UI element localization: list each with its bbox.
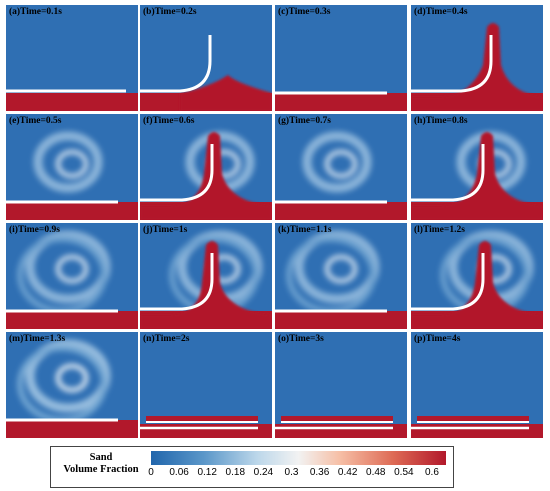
panel-time-label: (k)Time=1.1s: [278, 225, 332, 235]
simulation-panel: (d)Time=0.4s: [411, 5, 543, 111]
legend-title-line1: Sand: [89, 452, 113, 463]
panel-time-label: (c)Time=0.3s: [278, 7, 331, 17]
panel-time-label: (i)Time=0.9s: [9, 225, 60, 235]
legend-title: Sand Volume Fraction: [55, 452, 147, 476]
panel-time-label: (o)Time=3s: [278, 334, 324, 344]
simulation-panel: (b)Time=0.2s: [140, 5, 272, 111]
colorbar-legend: Sand Volume Fraction 0 0.06 0.12 0.18 0.24 0.…: [50, 446, 454, 488]
colorbar-tick: 0.18: [225, 467, 246, 478]
panel-time-label: (a)Time=0.1s: [9, 7, 62, 17]
sand-volume-field: [6, 5, 138, 111]
panel-time-label: (g)Time=0.7s: [278, 116, 331, 126]
simulation-panel: (c)Time=0.3s: [275, 5, 407, 111]
colorbar-tick: 0.42: [337, 467, 358, 478]
panel-time-label: (f)Time=0.6s: [143, 116, 195, 126]
colorbar-tick-labels: 0 0.06 0.12 0.18 0.24 0.3 0.36 0.42 0.48 0.54 0.6: [148, 467, 446, 483]
simulation-panel: (k)Time=1.1s: [275, 223, 407, 329]
sand-volume-field: [411, 5, 543, 111]
colorbar-tick: 0.48: [366, 467, 386, 478]
sand-volume-field: [6, 332, 138, 438]
panel-time-label: (m)Time=1.3s: [9, 334, 66, 344]
simulation-panel: (o)Time=3s: [275, 332, 407, 438]
simulation-panel: (g)Time=0.7s: [275, 114, 407, 220]
simulation-panels-grid: (a)Time=0.1s (b)Time=0.2s (c)Time=0.3s (d)T…: [6, 5, 543, 438]
sand-volume-field: [411, 114, 543, 220]
panel-time-label: (b)Time=0.2s: [143, 7, 197, 17]
colorbar-gradient: [151, 451, 446, 465]
simulation-panel: (f)Time=0.6s: [140, 114, 272, 220]
simulation-panel: (e)Time=0.5s: [6, 114, 138, 220]
colorbar-tick: 0.12: [197, 467, 217, 478]
panel-time-label: (n)Time=2s: [143, 334, 190, 344]
colorbar-tick: 0.54: [394, 467, 414, 478]
sand-volume-field: [140, 332, 272, 438]
sand-volume-field: [411, 223, 543, 329]
sand-volume-field: [275, 223, 407, 329]
sand-volume-field: [275, 114, 407, 220]
simulation-panel: (h)Time=0.8s: [411, 114, 543, 220]
sand-volume-field: [140, 114, 272, 220]
colorbar-tick: 0.6: [424, 467, 439, 478]
colorbar-tick: 0.06: [169, 467, 189, 478]
colorbar-tick: 0.36: [309, 467, 330, 478]
simulation-panel: (l)Time=1.2s: [411, 223, 543, 329]
panel-time-label: (e)Time=0.5s: [9, 116, 62, 126]
sand-volume-field: [411, 332, 543, 438]
simulation-panel: (m)Time=1.3s: [6, 332, 138, 438]
simulation-panel: (p)Time=4s: [411, 332, 543, 438]
sand-volume-field: [140, 223, 272, 329]
simulation-panel: (j)Time=1s: [140, 223, 272, 329]
sand-volume-field: [275, 332, 407, 438]
sand-volume-field: [275, 5, 407, 111]
sand-volume-field: [6, 114, 138, 220]
panel-time-label: (h)Time=0.8s: [414, 116, 468, 126]
panel-time-label: (j)Time=1s: [143, 225, 188, 235]
simulation-panel: (i)Time=0.9s: [6, 223, 138, 329]
panel-time-label: (l)Time=1.2s: [414, 225, 465, 235]
colorbar-tick: 0: [148, 467, 154, 478]
colorbar-tick: 0.24: [253, 467, 274, 478]
colorbar-tick: 0.3: [284, 467, 299, 478]
legend-title-line2: Volume Fraction: [63, 464, 139, 475]
simulation-panel: (n)Time=2s: [140, 332, 272, 438]
panel-time-label: (p)Time=4s: [414, 334, 461, 344]
simulation-panel: (a)Time=0.1s: [6, 5, 138, 111]
sand-volume-field: [140, 5, 272, 111]
sand-volume-field: [6, 223, 138, 329]
panel-time-label: (d)Time=0.4s: [414, 7, 468, 17]
